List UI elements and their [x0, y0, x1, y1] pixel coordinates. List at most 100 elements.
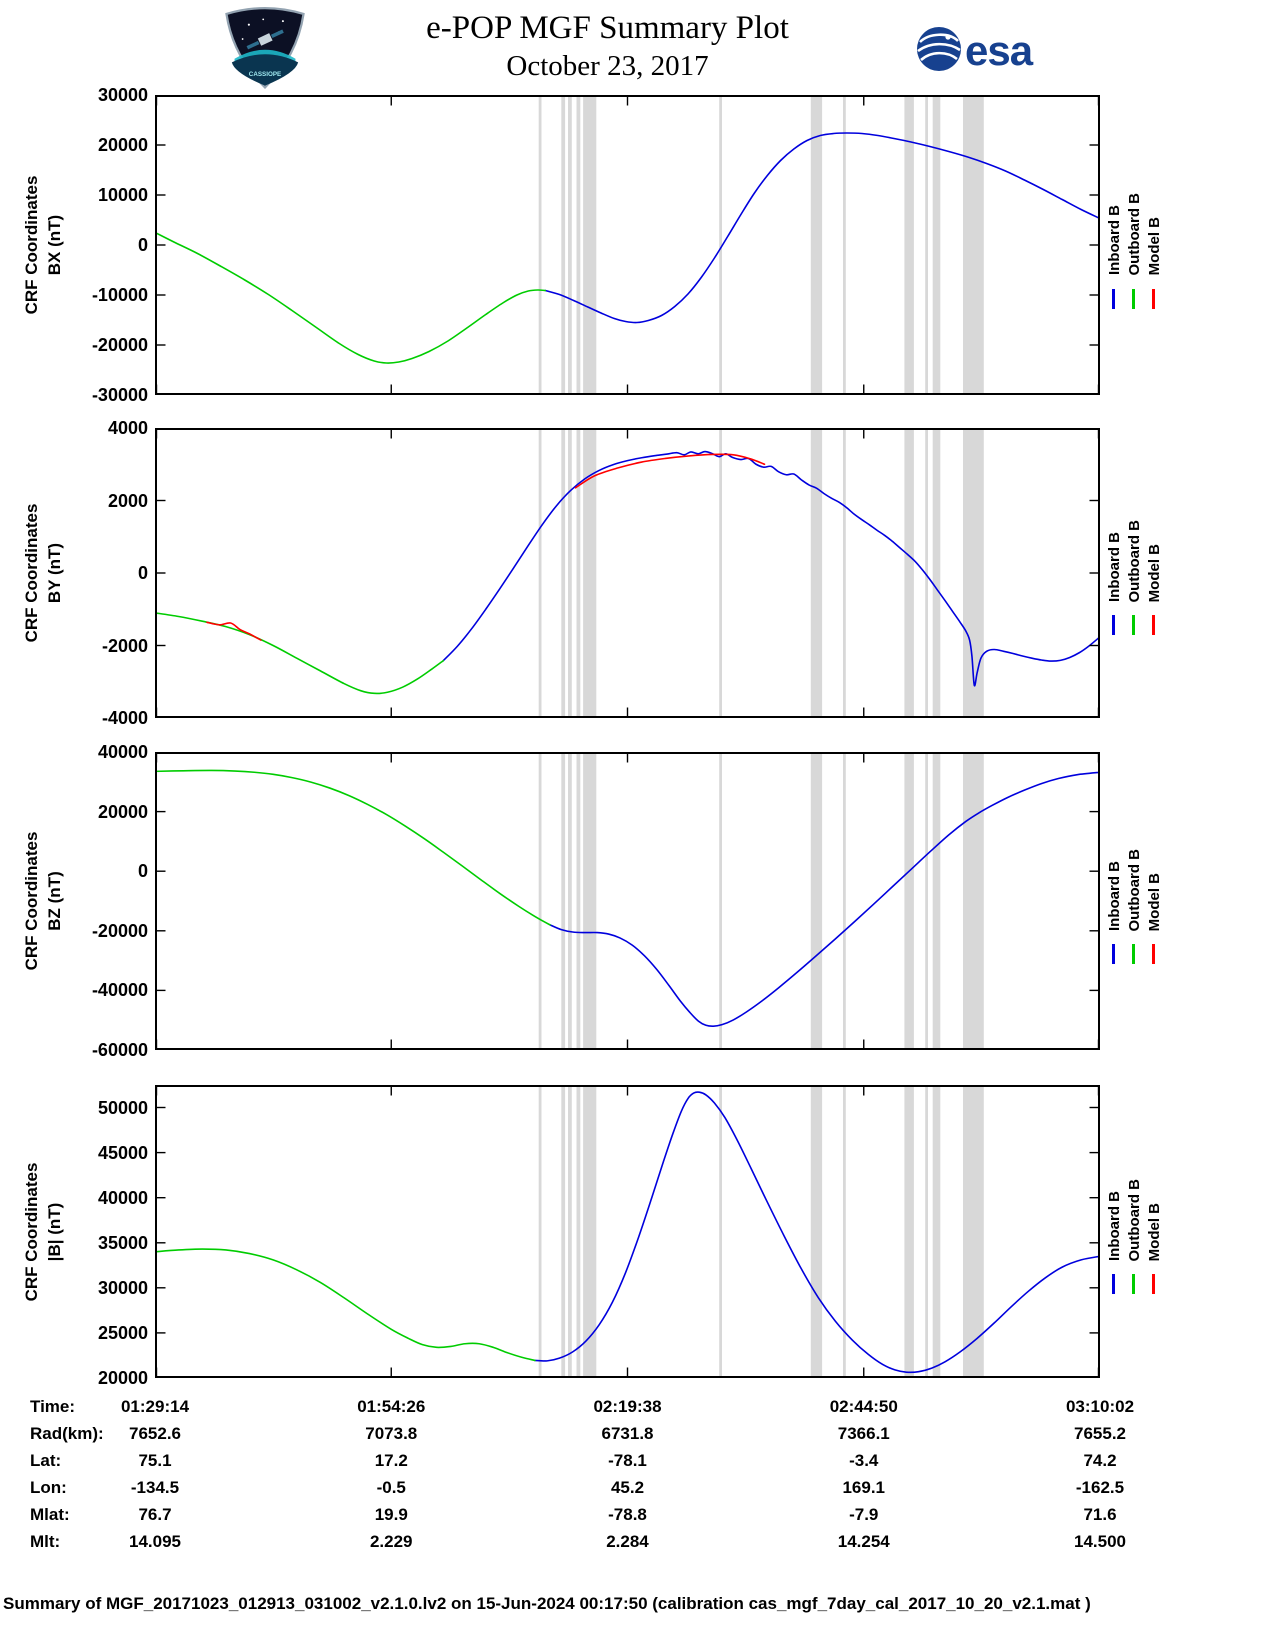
axis-row-value: 7652.6: [129, 1424, 181, 1443]
y-tick-label: 4000: [107, 418, 148, 438]
axis-row-value: 7073.8: [365, 1424, 418, 1443]
y-axis-label-line1: CRF Coordinates: [22, 175, 41, 315]
y-axis-label-line2: BZ (nT): [45, 871, 64, 931]
legend-line-sample-outboard-b: [1132, 1274, 1135, 1294]
y-tick-label: 50000: [97, 1097, 148, 1118]
y-axis-label-line1: CRF Coordinates: [22, 1162, 41, 1301]
legend-line-sample-inboard-b: [1112, 615, 1115, 635]
bottom-axis-table: Time: 01:29:14 01:54:26 02:19:38 02:44:50 03:…: [0, 1396, 1275, 1566]
y-tick-label: -4000: [101, 708, 148, 728]
legend-by: Inboard B Outboard B Model B: [1106, 428, 1178, 718]
legend-line-sample-model-b: [1152, 615, 1155, 635]
y-tick-label: 0: [137, 563, 148, 583]
esa-logo: esa: [917, 27, 1035, 74]
axis-row-value: 71.6: [1083, 1505, 1117, 1524]
axis-row-value: 7655.2: [1074, 1424, 1126, 1443]
axis-row-value: 14.254: [837, 1532, 890, 1551]
axis-row-value: 169.1: [842, 1478, 886, 1497]
plot-area-bx: [155, 95, 1100, 395]
header: CASSIOPE e-POP MGF Summary Plot October …: [0, 0, 1275, 95]
plot-area-b: [155, 1085, 1100, 1378]
axis-row-value: 74.2: [1083, 1451, 1117, 1470]
axis-row-value: -162.5: [1075, 1478, 1125, 1497]
y-tick-label: 35000: [97, 1232, 148, 1253]
legend-label-outboard-b: Outboard B: [1126, 1178, 1143, 1262]
axis-row-value: 02:19:38: [593, 1397, 662, 1416]
plot-svg-by: [155, 428, 1100, 718]
y-tick-label: 25000: [97, 1322, 148, 1343]
y-tick-label: -10000: [91, 285, 148, 305]
legend-label-inboard-b: Inboard B: [1106, 532, 1123, 602]
axis-row-value: 01:29:14: [120, 1397, 190, 1416]
axis-row-value: 7366.1: [837, 1424, 890, 1443]
panel-bx: CRF Coordinates BX (nT) -30000 -20000 -10000…: [0, 85, 1275, 405]
mission-patch-logo: CASSIOPE: [225, 7, 305, 89]
legend-bz: Inboard B Outboard B Model B: [1106, 752, 1178, 1050]
legend-bx: Inboard B Outboard B Model B: [1106, 95, 1178, 395]
axis-row-value: 76.7: [138, 1505, 172, 1524]
plot-svg-bx: [155, 95, 1100, 395]
y-tick-label: -60000: [91, 1040, 148, 1060]
legend-b: Inboard B Outboard B Model B: [1106, 1085, 1178, 1378]
y-axis-label-wrap-bz: CRF Coordinates BZ (nT): [16, 752, 70, 1050]
y-tick-label: -2000: [101, 635, 148, 656]
plot-svg-bz: [155, 752, 1100, 1050]
y-axis-label-bz: CRF Coordinates BZ (nT): [20, 832, 66, 971]
mission-patch-text: CASSIOPE: [249, 71, 281, 78]
axis-row-value: 45.2: [610, 1478, 645, 1497]
title-block: e-POP MGF Summary Plot October 23, 2017: [0, 8, 1215, 84]
esa-logo-text: esa: [965, 27, 1034, 74]
axis-row-value: -134.5: [130, 1478, 180, 1497]
y-tick-label: 20000: [97, 1368, 148, 1388]
legend-label-outboard-b: Outboard B: [1126, 848, 1143, 932]
axis-row-value: 03:10:02: [1065, 1397, 1135, 1416]
axis-row-value: 19.9: [374, 1505, 408, 1524]
y-tick-label: 40000: [97, 742, 148, 762]
y-tick-label: 45000: [97, 1142, 148, 1163]
legend-label-model-b: Model B: [1146, 216, 1163, 275]
page-title: e-POP MGF Summary Plot: [426, 10, 789, 46]
footer-summary-line: Summary of MGF_20171023_012913_031002_v2…: [3, 1594, 1091, 1613]
axis-row-value: 2.284: [606, 1532, 649, 1551]
axis-row-label-mlt: Mlt:: [30, 1532, 61, 1551]
y-tick-label: 20000: [97, 801, 148, 822]
legend-label-outboard-b: Outboard B: [1126, 192, 1143, 276]
y-tick-label: 30000: [97, 1277, 148, 1298]
axis-row-value: 01:54:26: [357, 1397, 426, 1416]
axis-row-label-radkm: Rad(km):: [30, 1424, 104, 1443]
legend-line-sample-model-b: [1152, 944, 1155, 964]
legend-line-sample-model-b: [1152, 1274, 1155, 1294]
axis-row-value: 17.2: [374, 1451, 408, 1470]
plot-area-bz: [155, 752, 1100, 1050]
satellite-icon: [246, 29, 284, 50]
panel-by: CRF Coordinates BY (nT) -4000 -2000 0 2000 400…: [0, 418, 1275, 728]
axis-row-label-lon: Lon:: [30, 1478, 67, 1497]
y-tick-label: 0: [137, 235, 148, 255]
y-tick-label: 2000: [107, 490, 148, 511]
axis-row-value: 02:44:50: [829, 1397, 898, 1416]
plot-svg-b: [155, 1085, 1100, 1378]
legend-line-sample-inboard-b: [1112, 289, 1115, 309]
page-date: October 23, 2017: [506, 50, 709, 82]
axis-row-label-mlat: Mlat:: [30, 1505, 70, 1524]
y-tick-label: -20000: [91, 335, 148, 355]
axis-row-value: -3.4: [849, 1451, 879, 1470]
y-tick-label: -40000: [91, 980, 148, 1001]
legend-label-model-b: Model B: [1146, 1202, 1163, 1261]
legend-label-model-b: Model B: [1146, 872, 1163, 931]
y-tick-label: 30000: [97, 85, 148, 105]
panel-bz: CRF Coordinates BZ (nT) -60000 -40000 -20000…: [0, 742, 1275, 1060]
legend-line-sample-inboard-b: [1112, 944, 1115, 964]
panel-b: CRF Coordinates |B| (nT) 20000 25000 30000 35…: [0, 1085, 1275, 1388]
axis-row-label-time: Time:: [30, 1397, 76, 1416]
legend-line-sample-outboard-b: [1132, 944, 1135, 964]
axis-row-value: -78.1: [608, 1451, 647, 1470]
legend-line-sample-outboard-b: [1132, 615, 1135, 635]
legend-line-sample-model-b: [1152, 289, 1155, 309]
legend-label-inboard-b: Inboard B: [1106, 205, 1123, 275]
axis-row-value: 14.500: [1074, 1532, 1126, 1551]
axis-row-value: -78.8: [608, 1505, 647, 1524]
y-tick-label: 0: [137, 861, 148, 882]
plot-area-by: [155, 428, 1100, 718]
